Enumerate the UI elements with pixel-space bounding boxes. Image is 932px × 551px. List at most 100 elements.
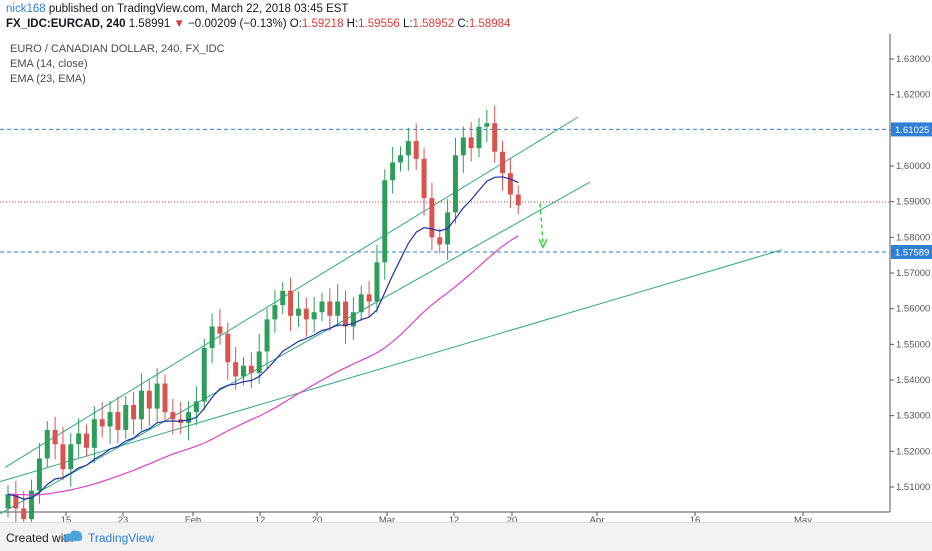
y-tick-label: 1.59000 [896,197,930,208]
candle-body [5,494,11,509]
candle-body [343,301,349,327]
x-tick-label: 12 [255,515,266,522]
candle-body [138,390,144,420]
author-name[interactable]: nick168 [6,3,46,15]
chart-legend: EURO / CANADIAN DOLLAR, 240, FX_IDC EMA … [10,42,225,87]
tradingview-brand[interactable]: TradingView [88,531,155,545]
trendline-long [0,249,783,483]
low-value: 1.58952 [412,18,455,30]
candle-body [327,301,333,316]
candle-body [515,194,521,206]
open-value: 1.59218 [301,18,344,30]
candle-body [484,123,490,127]
down-triangle-icon: ▼ [173,18,185,30]
candle-body [154,383,160,409]
ohlc-bar: FX_IDC:EURCAD, 240 1.58991 ▼ −0.00209 (−… [6,18,510,30]
candle-body [36,458,42,491]
y-tick-label: 1.63000 [896,54,930,65]
candle-body [52,429,58,445]
tradingview-logo-icon[interactable] [62,528,84,547]
publish-info: nick168 published on TradingView.com, Ma… [6,3,348,15]
candle-body [390,162,396,181]
candle-body [193,401,199,413]
level-price-label: 1.61025 [895,125,929,136]
legend-title: EURO / CANADIAN DOLLAR, 240, FX_IDC [10,43,225,55]
chart-header: nick168 published on TradingView.com, Ma… [0,0,932,34]
candle-body [366,294,372,302]
y-tick-label: 1.56000 [896,304,930,315]
candle-body [264,319,270,352]
candle-body [162,383,168,413]
candle-body [60,444,66,470]
candle-body [437,237,443,245]
candle-body [452,155,458,213]
created-with-label: Created with [6,531,74,545]
candle-body [123,404,129,430]
x-tick-label: Mar [379,515,395,522]
candle-body [288,290,294,316]
candle-body [382,180,388,263]
price-chart[interactable]: 1.630001.620001.610001.600001.590001.580… [0,34,932,522]
y-tick-label: 1.51000 [896,482,930,493]
candle-body [374,262,380,302]
high-label: H: [346,18,359,30]
candle-body [248,365,254,373]
candle-body [29,490,35,520]
candle-body [233,362,239,377]
candle-body [460,137,466,156]
candle-body [311,312,317,320]
candle-body [241,365,246,377]
candle-body [201,347,207,402]
candle-body [84,433,89,448]
candle-body [500,151,506,174]
x-tick-label: May [794,515,812,522]
candle-body [115,412,121,430]
candle-body [468,137,474,149]
y-tick-label: 1.58000 [896,232,930,243]
candle-body [99,419,105,427]
high-value: 1.59556 [358,18,400,30]
candle-body [319,301,325,313]
candle-body [21,508,27,520]
candle-body [91,419,97,448]
candle-body [76,433,82,445]
publish-text: published on TradingView.com, March 22, … [48,3,349,15]
candle-body [272,305,278,320]
change-value: −0.00209 (−0.13%) [188,18,287,30]
level-price-box [891,122,932,137]
y-tick-label: 1.55000 [896,339,930,350]
candle-body [107,412,113,427]
x-tick-label: Feb [185,515,201,522]
candle-body [170,412,176,420]
low-label: L: [402,18,413,30]
legend-ema14: EMA (14, close) [10,58,88,70]
x-tick-label: 15 [61,515,72,522]
y-tick-label: 1.62000 [896,90,930,101]
candle-body [476,126,482,149]
x-tick-label: 20 [507,515,518,522]
y-tick-label: 1.53000 [896,411,930,422]
last-price: 1.58991 [128,18,171,30]
candle-body [492,123,498,152]
candle-body [429,198,435,238]
candle-body [358,294,364,313]
candle-body [303,308,309,320]
candle-body [507,173,513,195]
ema23-line [7,235,519,496]
x-tick-label: 20 [312,515,323,522]
y-tick-label: 1.52000 [896,446,930,457]
candle-body [209,326,215,348]
x-tick-label: 23 [118,515,129,522]
legend-ema23: EMA (23, EMA) [10,73,86,85]
candles-group [5,105,521,522]
close-value: 1.58984 [468,18,511,30]
footer-bar: Created with TradingView [0,522,932,551]
candle-body [398,155,403,163]
candle-body [146,390,152,409]
candle-body [44,429,50,459]
candle-body [280,290,286,306]
candle-body [405,141,411,156]
close-label: C: [457,18,469,30]
candle-body [131,404,137,420]
level-price-box [891,244,932,259]
